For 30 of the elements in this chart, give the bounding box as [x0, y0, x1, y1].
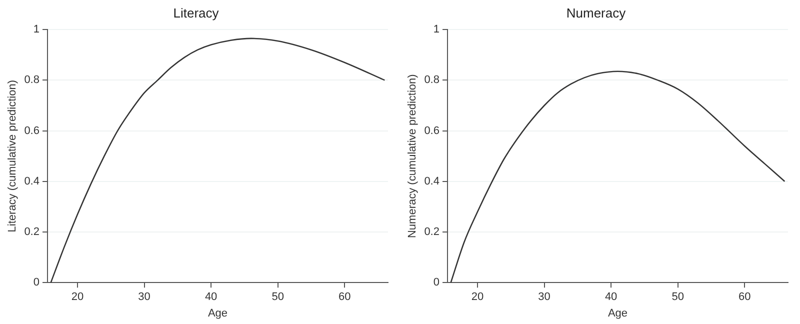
x-tick-label: 30 [538, 291, 550, 304]
x-tick-label: 60 [738, 291, 751, 304]
x-tick-label: 30 [138, 291, 150, 304]
y-tick-label: 0.2 [424, 226, 440, 238]
line-series [450, 70, 786, 283]
x-tick-label: 20 [471, 291, 484, 304]
chart-title: Numeracy [566, 5, 626, 20]
y-tick-label: 0.6 [424, 124, 440, 137]
x-axis-title: Age [608, 307, 628, 320]
line-series [50, 38, 386, 283]
y-tick-label: 0.2 [24, 226, 40, 238]
x-tick-label: 50 [672, 291, 684, 304]
x-tick-label: 40 [604, 291, 618, 304]
x-axis-title: Age [208, 307, 228, 320]
x-tick-label: 20 [71, 291, 84, 304]
y-tick-label: 1 [33, 24, 40, 36]
y-tick-label: 0.4 [24, 175, 40, 188]
y-tick-label: 0.8 [424, 74, 440, 86]
x-tick-label: 50 [272, 291, 284, 304]
x-tick-label: 60 [338, 291, 351, 304]
chart-title: Literacy [173, 5, 220, 20]
y-tick-label: 0 [433, 276, 440, 289]
y-axis-title: Numeracy (cumulative prediction) [406, 74, 419, 238]
y-tick-label: 1 [433, 24, 440, 36]
y-tick-label: 0.4 [424, 175, 440, 188]
y-tick-label: 0.6 [24, 124, 40, 137]
y-tick-label: 0 [33, 276, 40, 289]
y-tick-label: 0.8 [24, 74, 40, 86]
x-tick-label: 40 [204, 291, 218, 304]
y-axis-title: Literacy (cumulative prediction) [6, 80, 19, 232]
